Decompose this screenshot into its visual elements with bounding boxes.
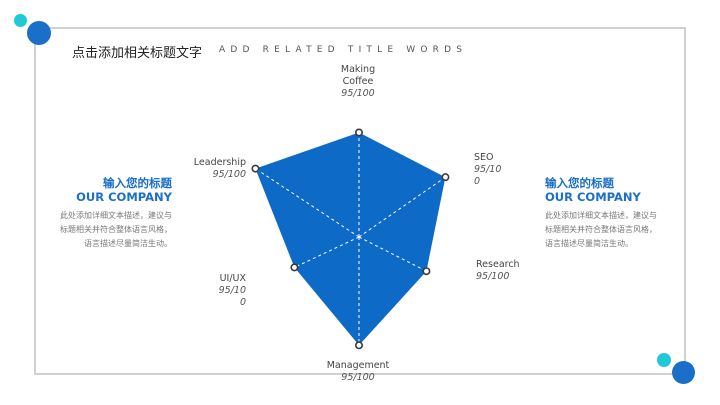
left-desc-line: 标题相关并符合整体语言风格， xyxy=(60,225,172,234)
left-desc-line: 语言描述尽量简洁生动。 xyxy=(84,239,172,248)
right-text-block: 输入您的标题 OUR COMPANY 此处添加详细文本描述，建议与 标题相关并符… xyxy=(545,177,695,251)
radar-point-4 xyxy=(290,263,299,272)
radar-spokes xyxy=(255,132,446,346)
axis-value: 95/100 xyxy=(212,169,246,180)
right-heading-en: OUR COMPANY xyxy=(545,190,641,204)
radar-spoke-2 xyxy=(358,236,427,272)
left-desc-line: 此处添加详细文本描述，建议与 xyxy=(60,211,172,220)
radar-point-3 xyxy=(354,341,363,350)
axis-name: UI/UX xyxy=(219,273,246,284)
radar-points xyxy=(251,128,450,350)
decor-dot-cyan-top-left xyxy=(14,14,27,27)
radar-point-5 xyxy=(251,164,260,173)
radar-point-1 xyxy=(441,173,450,182)
axis-value: 95/100 xyxy=(341,88,375,99)
axis-value: 95/10 xyxy=(218,285,246,296)
left-description: 此处添加详细文本描述，建议与 标题相关并符合整体语言风格， 语言描述尽量简洁生动… xyxy=(22,209,172,251)
left-heading: 输入您的标题 xyxy=(103,176,172,190)
axis-name: Coffee xyxy=(342,76,374,87)
axis-value: 95/100 xyxy=(476,271,510,282)
axis-label-making-coffee: Making Coffee 95/100 xyxy=(328,64,388,100)
decor-dot-cyan-bottom-right xyxy=(657,353,671,367)
axis-label-leadership: Leadership 95/100 xyxy=(186,157,246,181)
right-description: 此处添加详细文本描述，建议与 标题相关并符合整体语言风格， 语言描述尽量简洁生动… xyxy=(545,209,695,251)
axis-value: 0 xyxy=(474,176,481,187)
axis-label-seo: SEO 95/10 0 xyxy=(474,152,514,188)
decor-dot-blue-top-left xyxy=(27,21,51,45)
axis-name: SEO xyxy=(474,152,494,163)
axis-name: Management xyxy=(326,360,390,371)
right-desc-line: 此处添加详细文本描述，建议与 xyxy=(545,211,657,220)
content-frame xyxy=(34,27,686,375)
page-title: 点击添加相关标题文字 xyxy=(72,42,211,61)
axis-label-ui-ux: UI/UX 95/10 0 xyxy=(204,273,246,309)
radar-point-0 xyxy=(354,128,363,137)
left-heading-en: OUR COMPANY xyxy=(76,190,172,204)
radar-point-2 xyxy=(422,267,431,276)
decor-dot-blue-bottom-right xyxy=(672,361,695,384)
axis-name: Leadership xyxy=(193,157,246,168)
axis-label-management: Management 95/100 xyxy=(318,360,398,384)
radar-area xyxy=(255,132,446,346)
axis-name: Research xyxy=(476,259,520,270)
radar-spoke-5 xyxy=(255,168,360,238)
right-desc-line: 语言描述尽量简洁生动。 xyxy=(545,239,633,248)
axis-value: 95/100 xyxy=(341,372,375,383)
right-heading: 输入您的标题 xyxy=(545,176,614,190)
axis-value: 0 xyxy=(239,297,246,308)
axis-name: Making xyxy=(340,64,376,75)
page-subtitle: ADD RELATED TITLE WORDS xyxy=(219,45,468,55)
axis-label-research: Research 95/100 xyxy=(476,259,536,283)
axis-value: 95/10 xyxy=(474,164,502,175)
right-desc-line: 标题相关并符合整体语言风格， xyxy=(545,225,657,234)
left-text-block: 输入您的标题 OUR COMPANY 此处添加详细文本描述，建议与 标题相关并符… xyxy=(22,177,172,251)
